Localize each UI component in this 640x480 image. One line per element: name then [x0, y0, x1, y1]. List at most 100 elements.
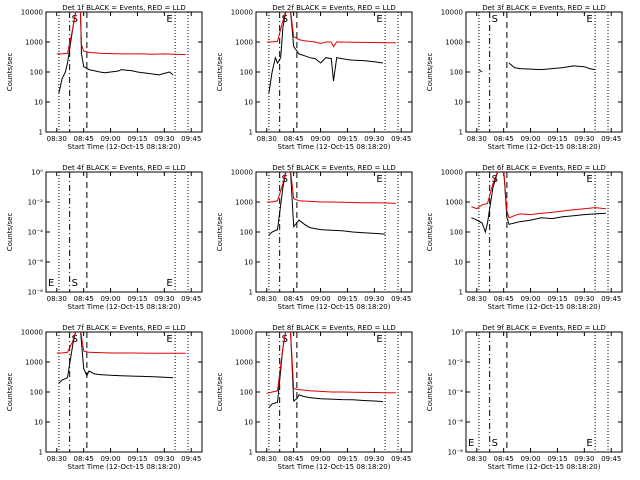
- end-label: E: [468, 438, 474, 449]
- y-tick-label: 10000: [21, 9, 43, 17]
- end-label: E: [166, 14, 172, 25]
- y-tick-label: 10000: [231, 329, 253, 337]
- x-tick-label: 08:30: [257, 135, 277, 143]
- x-tick-label: 08:30: [257, 295, 277, 303]
- x-tick-label: 09:45: [181, 295, 201, 303]
- x-axis-label: Start Time (12-Oct-15 08:18:20): [488, 303, 601, 311]
- series-events-line: [268, 172, 386, 236]
- panel-9: Det 9f BLACK = Events, RED = LLD Counts/s…: [426, 324, 623, 471]
- y-tick-label: 100: [450, 69, 463, 77]
- y-tick-label: 1: [249, 289, 253, 297]
- x-tick-label: 09:00: [520, 295, 540, 303]
- panel-7: Det 7f BLACK = Events, RED = LLD Counts/s…: [6, 324, 203, 471]
- end-label: E: [48, 278, 54, 289]
- series-lld-line: [56, 12, 186, 56]
- y-axis-label: Counts/sec: [6, 213, 14, 252]
- y-tick-label: 10: [34, 99, 43, 107]
- y-tick-label: 10⁻²: [448, 359, 464, 367]
- x-tick-label: 09:30: [574, 455, 594, 463]
- x-tick-label: 08:30: [47, 455, 67, 463]
- y-tick-label: 10: [244, 259, 253, 267]
- y-tick-label: 10⁰: [451, 329, 463, 337]
- x-tick-label: 08:45: [74, 135, 94, 143]
- x-tick-label: 09:15: [547, 295, 567, 303]
- x-tick-label: 08:45: [494, 455, 514, 463]
- y-tick-label: 1: [39, 129, 43, 137]
- y-tick-label: 10⁻⁴: [448, 389, 464, 397]
- y-tick-label: 10⁻⁸: [28, 289, 44, 297]
- x-tick-label: 09:00: [520, 135, 540, 143]
- end-label: E: [376, 174, 382, 185]
- y-tick-label: 100: [30, 389, 43, 397]
- x-tick-label: 09:45: [601, 135, 621, 143]
- y-tick-label: 1000: [25, 359, 43, 367]
- y-axis-label: Counts/sec: [426, 213, 434, 252]
- x-tick-label: 08:30: [467, 455, 487, 463]
- x-tick-label: 09:00: [310, 135, 330, 143]
- panel-1: Det 1f BLACK = Events, RED = LLD Counts/s…: [6, 4, 203, 151]
- y-tick-label: 10⁻²: [28, 199, 44, 207]
- x-tick-label: 08:45: [284, 135, 304, 143]
- y-tick-label: 100: [240, 229, 253, 237]
- y-tick-label: 1000: [445, 39, 463, 47]
- end-label: E: [586, 438, 592, 449]
- y-tick-label: 10: [454, 259, 463, 267]
- x-tick-label: 09:30: [154, 295, 174, 303]
- panel-title: Det 5f BLACK = Events, RED = LLD: [272, 164, 395, 172]
- x-tick-label: 09:00: [100, 135, 120, 143]
- x-tick-label: 09:45: [391, 455, 411, 463]
- x-tick-label: 09:30: [154, 135, 174, 143]
- x-tick-label: 08:30: [47, 295, 67, 303]
- series-lld-line: [266, 12, 396, 48]
- x-tick-label: 09:45: [391, 295, 411, 303]
- series-events-line: [58, 332, 174, 384]
- x-tick-label: 09:15: [127, 135, 147, 143]
- x-axis-label: Start Time (12-Oct-15 08:18:20): [278, 303, 391, 311]
- x-tick-label: 09:15: [127, 295, 147, 303]
- x-tick-label: 08:45: [284, 295, 304, 303]
- x-tick-label: 09:15: [127, 455, 147, 463]
- panel-2: Det 2f BLACK = Events, RED = LLD Counts/s…: [216, 4, 413, 151]
- start-label: S: [492, 14, 498, 25]
- y-tick-label: 100: [240, 69, 253, 77]
- x-axis-label: Start Time (12-Oct-15 08:18:20): [278, 143, 391, 151]
- panel-title: Det 2f BLACK = Events, RED = LLD: [272, 4, 395, 12]
- x-tick-label: 09:15: [337, 135, 357, 143]
- x-tick-label: 08:45: [74, 295, 94, 303]
- y-tick-label: 10000: [441, 169, 463, 177]
- x-tick-label: 09:45: [601, 295, 621, 303]
- x-tick-label: 09:00: [100, 295, 120, 303]
- start-label: S: [492, 438, 498, 449]
- y-axis-label: Counts/sec: [426, 53, 434, 92]
- y-tick-label: 10: [244, 99, 253, 107]
- y-tick-label: 1: [459, 289, 463, 297]
- end-label: E: [376, 14, 382, 25]
- y-axis-label: Counts/sec: [6, 373, 14, 412]
- panel-title: Det 9f BLACK = Events, RED = LLD: [482, 324, 605, 332]
- series-lld-line: [266, 332, 396, 394]
- y-tick-label: 1000: [445, 199, 463, 207]
- y-tick-label: 1: [249, 129, 253, 137]
- x-axis-label: Start Time (12-Oct-15 08:18:20): [488, 143, 601, 151]
- y-tick-label: 10000: [231, 169, 253, 177]
- x-tick-label: 09:00: [310, 295, 330, 303]
- panel-title: Det 7f BLACK = Events, RED = LLD: [62, 324, 185, 332]
- x-tick-label: 09:15: [337, 455, 357, 463]
- y-tick-label: 10⁻⁴: [28, 229, 44, 237]
- series-events-line: [268, 12, 384, 94]
- y-tick-label: 10000: [441, 9, 463, 17]
- y-axis-label: Counts/sec: [426, 373, 434, 412]
- x-tick-label: 09:15: [547, 455, 567, 463]
- y-tick-label: 1000: [235, 39, 253, 47]
- x-tick-label: 09:00: [520, 455, 540, 463]
- x-tick-label: 09:30: [364, 295, 384, 303]
- x-tick-label: 09:45: [391, 135, 411, 143]
- y-tick-label: 1000: [235, 359, 253, 367]
- x-tick-label: 08:30: [467, 135, 487, 143]
- y-tick-label: 10: [34, 419, 43, 427]
- series-events-line: [478, 62, 596, 73]
- end-label: E: [166, 278, 172, 289]
- x-tick-label: 08:45: [494, 135, 514, 143]
- panel-8: Det 8f BLACK = Events, RED = LLD Counts/s…: [216, 324, 413, 471]
